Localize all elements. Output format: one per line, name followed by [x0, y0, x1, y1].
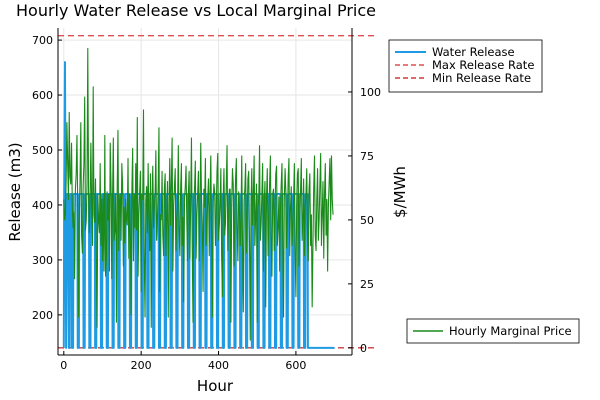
legend-entry-label: Hourly Marginal Price	[449, 324, 572, 338]
x-tick-label: 0	[60, 359, 67, 372]
y2-tick-label: 50	[360, 214, 374, 227]
y2-axis-label: $/MWh	[391, 166, 409, 218]
legend-main-box	[388, 39, 543, 93]
y2-tick-label: 0	[360, 342, 367, 355]
y-tick-label: 200	[32, 309, 53, 322]
legend-entry-label: Max Release Rate	[432, 58, 534, 72]
y-axis-label: Release (m3)	[6, 142, 24, 241]
y-tick-label: 700	[32, 34, 53, 47]
series-hourly-marginal-price	[63, 47, 334, 341]
hourly-marginal-price-line	[63, 47, 334, 341]
legend-entry-label: Min Release Rate	[432, 71, 531, 85]
axes	[57, 28, 353, 356]
tick-labels: 0 200 400 600 200 300 400 500 600 700 0 25 50 75 100	[32, 34, 381, 372]
x-tick-label: 200	[131, 359, 152, 372]
legend-secondary: Hourly Marginal Price	[406, 318, 580, 344]
legend-entry-label: Water Release	[432, 45, 515, 59]
y-tick-label: 600	[32, 89, 53, 102]
y-tick-label: 400	[32, 199, 53, 212]
y2-tick-label: 25	[360, 278, 374, 291]
y-tick-label: 300	[32, 254, 53, 267]
x-tick-label: 400	[208, 359, 229, 372]
y-tick-label: 500	[32, 144, 53, 157]
x-axis-label: Hour	[197, 377, 234, 395]
chart-title: Hourly Water Release vs Local Marginal P…	[16, 1, 376, 20]
y2-tick-label: 75	[360, 150, 374, 163]
y2-tick-label: 100	[360, 86, 381, 99]
x-tick-label: 600	[285, 359, 306, 372]
